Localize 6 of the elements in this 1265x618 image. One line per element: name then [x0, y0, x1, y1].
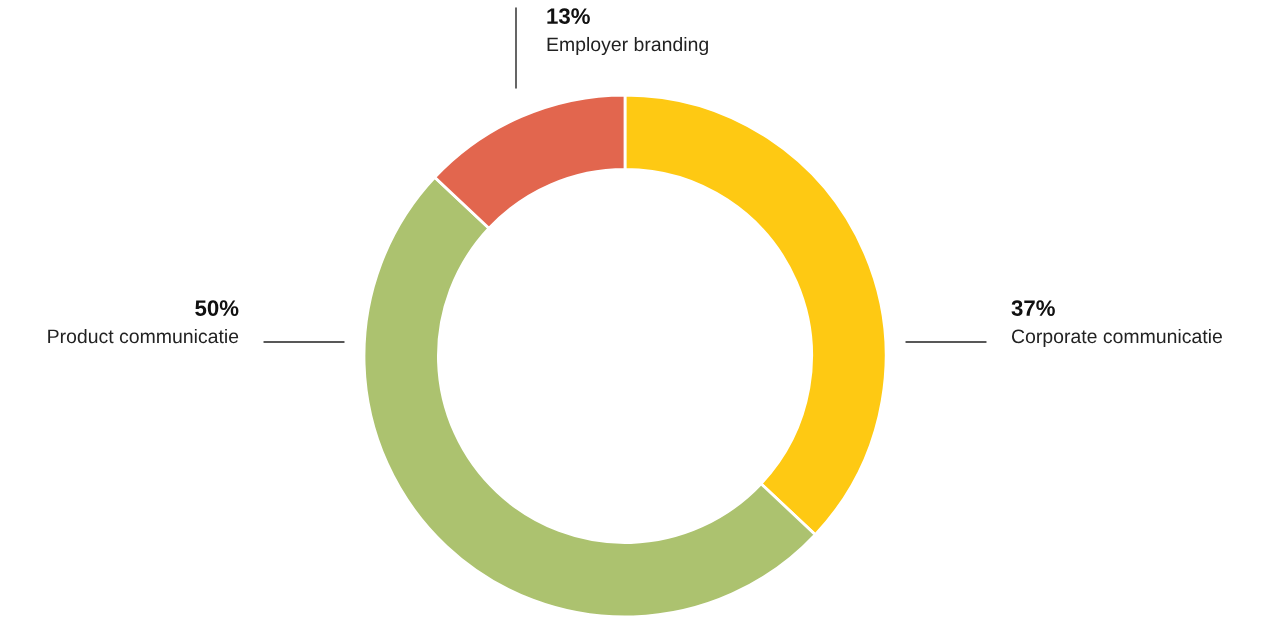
data-label: 13%: [547, 8, 590, 24]
data-label: 37%: [1011, 300, 1055, 316]
slice-label: Product communicatie: [48, 328, 239, 344]
slice-label: Corporate communicatie: [1011, 328, 1222, 348]
slice-label: Employer branding: [547, 36, 708, 56]
data-label: 50%: [195, 300, 239, 316]
